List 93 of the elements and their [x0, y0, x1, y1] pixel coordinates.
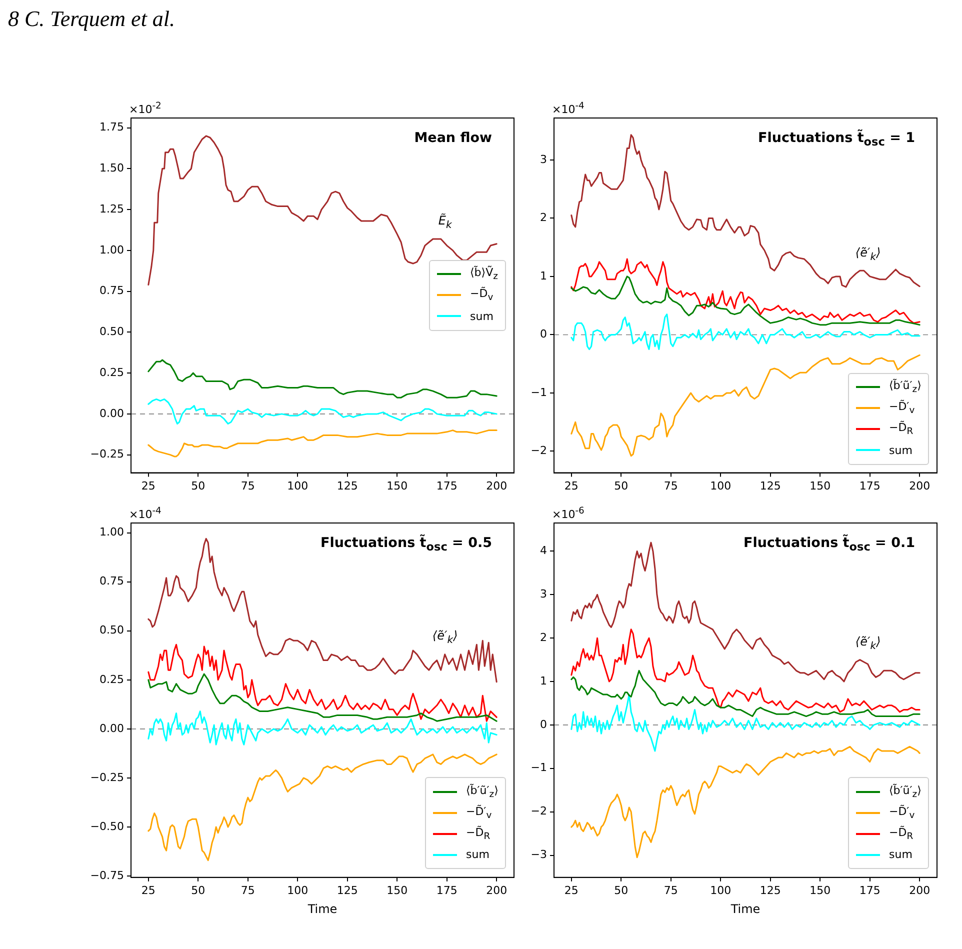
x-tick-label: 150 — [810, 884, 831, 897]
y-tick-label: −2 — [530, 804, 547, 818]
legend-label: −D̃′$_{v}$ — [466, 804, 492, 821]
y-tick-label: 1.50 — [100, 162, 124, 175]
y-axis-title: ×10$^{-6}$ — [552, 505, 584, 521]
y-tick-label: 1.00 — [100, 243, 124, 256]
legend-label: −D̃$_{R}$ — [889, 421, 914, 438]
y-tick-label: 0.25 — [100, 366, 124, 379]
y-axis-title: ×10$^{-4}$ — [129, 505, 162, 521]
y-tick-label: −0.50 — [90, 820, 124, 833]
series-label: ⟨ẽ′$_{k}$⟩ — [432, 629, 458, 646]
y-tick-label: 1 — [540, 674, 547, 688]
legend-label: ⟨b̃′ũ′$_{z}$⟩ — [889, 784, 922, 800]
y-tick-label: 1 — [540, 269, 547, 282]
series-label: ⟨ẽ′$_{k}$⟩ — [855, 634, 881, 652]
x-tick-label: 150 — [386, 884, 408, 897]
legend-label: sum — [466, 848, 490, 862]
text: Fluctuations t̃$_{osc}$ = 0.1 — [743, 535, 915, 554]
y-tick-label: 0.50 — [100, 325, 124, 338]
y-tick-label: 3 — [540, 152, 547, 166]
x-tick-label: 50 — [191, 884, 206, 897]
y-tick-label: 0 — [540, 328, 547, 341]
y-tick-label: 2 — [540, 211, 547, 224]
y-tick-label: 2 — [540, 630, 547, 644]
y-tick-label: −1 — [530, 386, 547, 399]
legend-label: ⟨b̃′ũ′$_{z}$⟩ — [889, 379, 922, 396]
x-tick-label: 75 — [240, 884, 255, 897]
x-axis-title: Time — [306, 902, 338, 916]
legend-label: −D̃$_{R}$ — [466, 826, 490, 842]
x-tick-label: 100 — [710, 479, 732, 492]
x-axis-title: Time — [730, 902, 760, 916]
x-tick-label: 125 — [336, 884, 358, 897]
text: Fluctuations t̃$_{osc}$ = 0.5 — [320, 535, 492, 554]
x-tick-label: 200 — [909, 479, 930, 492]
x-tick-label: 100 — [287, 884, 308, 897]
text: Fluctuations t̃$_{osc}$ = 1 — [758, 130, 915, 149]
x-tick-label: 150 — [810, 479, 831, 492]
y-tick-label: −0.25 — [90, 448, 124, 461]
x-tick-label: 125 — [760, 479, 781, 492]
x-tick-label: 100 — [287, 479, 308, 492]
series-label: Ẽ$_{k}$ — [438, 214, 452, 231]
x-tick-label: 75 — [664, 884, 678, 897]
y-tick-label: −1 — [530, 761, 547, 774]
legend-label: sum — [889, 444, 912, 457]
x-tick-label: 175 — [436, 479, 458, 492]
x-tick-label: 50 — [191, 479, 206, 492]
x-tick-label: 125 — [336, 479, 358, 492]
x-tick-label: 25 — [141, 479, 156, 492]
y-axis-title: ×10$^{-2}$ — [129, 100, 162, 116]
y-tick-label: 0.50 — [100, 624, 124, 637]
legend-label: −D̃$_{R}$ — [889, 826, 914, 842]
text: Mean flow — [414, 130, 492, 146]
text: 8 C. Terquem et al. — [8, 6, 176, 32]
y-tick-label: 4 — [540, 544, 547, 558]
y-tick-label: 1.75 — [100, 120, 124, 134]
x-tick-label: 25 — [141, 884, 156, 897]
legend-label: sum — [470, 310, 494, 323]
x-tick-label: 125 — [760, 884, 781, 897]
x-tick-label: 25 — [564, 479, 578, 492]
y-tick-label: 3 — [540, 588, 547, 601]
x-tick-label: 200 — [909, 884, 930, 897]
y-tick-label: 0.25 — [100, 672, 124, 686]
x-tick-label: 50 — [614, 479, 628, 492]
y-tick-label: −2 — [530, 444, 547, 458]
y-tick-label: 0.00 — [100, 406, 124, 420]
y-tick-label: 0.75 — [100, 574, 124, 588]
y-axis-title: ×10$^{-4}$ — [552, 100, 584, 116]
legend-label: ⟨b̃′ũ′$_{z}$⟩ — [466, 784, 498, 800]
x-tick-label: 175 — [859, 884, 880, 897]
x-tick-label: 150 — [386, 479, 408, 492]
y-tick-label: −3 — [530, 848, 547, 862]
legend-label: ⟨b̃⟩Ṽ$_{z}$ — [470, 266, 498, 282]
series-label: ⟨ẽ′$_{k}$⟩ — [855, 245, 881, 263]
legend-label: −D̃′$_{v}$ — [889, 400, 915, 416]
x-tick-label: 75 — [664, 479, 678, 492]
y-tick-label: 0 — [540, 718, 547, 731]
y-tick-label: −0.75 — [90, 868, 124, 882]
x-tick-label: 50 — [614, 884, 628, 897]
x-tick-label: 200 — [486, 884, 508, 897]
x-tick-label: 200 — [486, 479, 508, 492]
legend-label: −D̃$_{v}$ — [470, 287, 494, 304]
y-tick-label: −0.25 — [90, 770, 124, 784]
y-tick-label: 1.00 — [100, 526, 124, 539]
x-tick-label: 175 — [436, 884, 458, 897]
x-tick-label: 25 — [564, 884, 578, 897]
legend-label: sum — [889, 848, 912, 862]
legend-label: −D̃′$_{v}$ — [889, 804, 915, 821]
x-tick-label: 75 — [240, 479, 255, 492]
y-tick-label: 1.25 — [100, 202, 124, 216]
x-tick-label: 100 — [710, 884, 732, 897]
y-tick-label: 0.00 — [100, 722, 124, 735]
y-tick-label: 0.75 — [100, 284, 124, 298]
x-tick-label: 175 — [859, 479, 880, 492]
